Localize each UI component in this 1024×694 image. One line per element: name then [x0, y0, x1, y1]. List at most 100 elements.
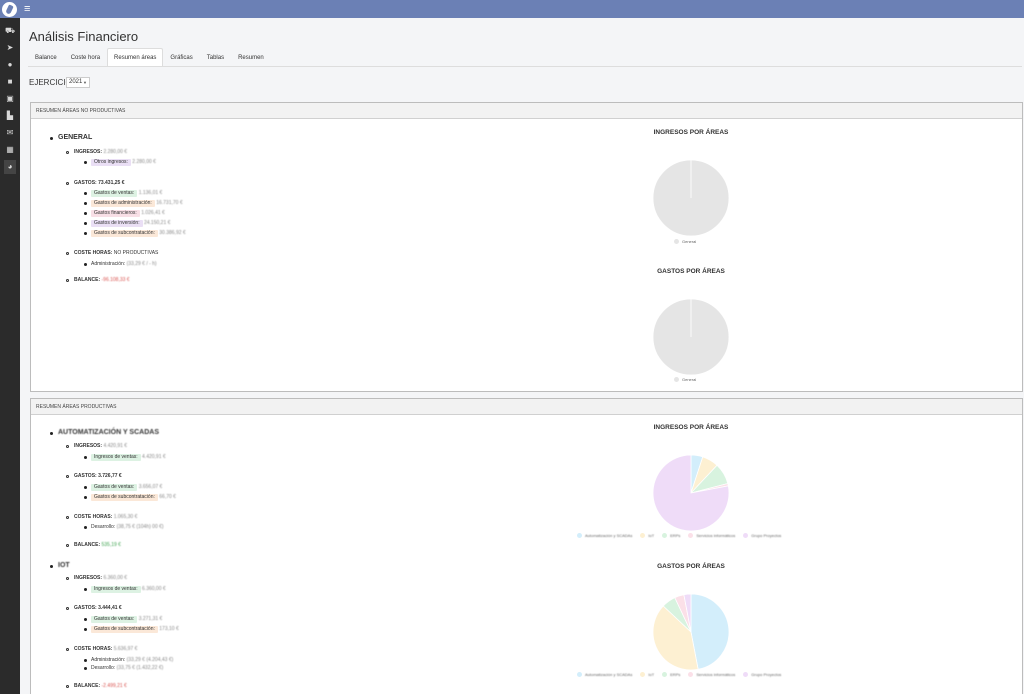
coste-value: 1.065,30 € — [113, 514, 138, 520]
coste-label: COSTE HORAS: — [74, 514, 113, 520]
legend-item[interactable]: General — [674, 239, 696, 244]
bullet — [50, 565, 53, 568]
legend-item[interactable]: ERPs — [662, 672, 680, 677]
bullet — [84, 192, 87, 195]
ingresos-label: INGRESOS: — [74, 443, 103, 449]
item-value: 16.731,70 € — [156, 200, 183, 206]
briefcase-icon[interactable]: ■ — [7, 77, 13, 86]
list-item: Gastos de ventas: 1.136,01 € — [91, 190, 162, 197]
list-item: Gastos de subcontratación: 66,70 € — [91, 494, 176, 501]
balance-value: -96.108,33 € — [101, 277, 130, 283]
item-name: Gastos financieros: — [91, 210, 140, 217]
list-item: Administración: (33,29 € / - h) — [91, 261, 157, 268]
item-value: 6.360,00 € — [142, 586, 166, 592]
legend-swatch — [577, 533, 582, 538]
balance-label: BALANCE: — [74, 277, 101, 283]
ingresos-label: INGRESOS: — [74, 575, 103, 581]
list-item: Gastos de subcontratación: 30.386,92 € — [91, 230, 186, 237]
item-name: Gastos de ventas: — [91, 484, 138, 491]
legend-swatch — [674, 239, 679, 244]
legend-item[interactable]: Automatización y SCADAs — [577, 672, 632, 677]
pie-slice-automatizaci-n-y-scadas[interactable] — [690, 593, 730, 670]
legend-swatch — [743, 672, 749, 677]
legend-label: ERPs — [670, 533, 681, 538]
sidebar: ⛟ ➤ ● ■ ▣ ▙ ✉ ▦ ◕ — [0, 18, 20, 694]
legend-item[interactable]: Servicios informáticos — [688, 672, 735, 677]
legend-item[interactable]: Grupo Proyectos — [743, 533, 781, 538]
item-value: (33,75 € (1.432,22 €) — [116, 665, 164, 671]
tab-bar: Balance Coste hora Resumen áreas Gráfica… — [28, 48, 271, 67]
legend-swatch — [688, 672, 694, 677]
app-logo[interactable] — [2, 2, 17, 17]
tab-balance[interactable]: Balance — [35, 55, 57, 61]
menu-toggle-icon[interactable]: ≡ — [24, 3, 31, 15]
tab-graficas[interactable]: Gráficas — [170, 55, 193, 61]
calculator-icon[interactable]: ▦ — [6, 145, 14, 154]
legend-label: ERPs — [670, 672, 681, 677]
pie-chart-ingresos-general — [652, 159, 730, 237]
balance-label: BALANCE: — [74, 542, 101, 548]
pie-slice-grupo-proyectos[interactable] — [652, 454, 730, 532]
bullet — [66, 475, 69, 478]
tab-coste-hora[interactable]: Coste hora — [70, 55, 101, 61]
chevron-down-icon: ▼ — [83, 80, 87, 85]
tab-resumen-areas[interactable]: Resumen áreas — [107, 48, 164, 67]
legend-label: Grupo Proyectos — [751, 533, 782, 538]
legend-label: IoT — [648, 533, 655, 538]
pie-chart-gastos-areas — [652, 593, 730, 671]
legend-item[interactable]: Servicios informáticos — [688, 533, 735, 538]
bullet — [84, 526, 87, 529]
tab-tablas[interactable]: Tablas — [206, 55, 225, 61]
bullet — [66, 252, 69, 255]
coste-row: COSTE HORAS: 5.636,97 € — [74, 646, 137, 653]
chart-title-ingresos: INGRESOS POR ÁREAS — [653, 424, 729, 431]
cart-icon[interactable]: ⛟ — [4, 26, 16, 35]
pie-slice-grupo-proyectos[interactable] — [683, 593, 692, 633]
bullet — [84, 212, 87, 215]
legend-item[interactable]: Grupo Proyectos — [743, 672, 781, 677]
bullet — [66, 151, 69, 154]
gastos-label: GASTOS: 3.444,41 € — [74, 605, 122, 611]
item-name: Ingresos de ventas: — [91, 454, 141, 461]
legend-label: Servicios informáticos — [696, 533, 736, 538]
legend-item[interactable]: IoT — [640, 533, 654, 538]
legend-item[interactable]: Automatización y SCADAs — [577, 533, 632, 538]
coste-label: COSTE HORAS: — [74, 250, 113, 256]
item-value: 2.280,00 € — [132, 159, 156, 165]
item-name: Administración: — [91, 657, 126, 663]
tab-resumen[interactable]: Resumen — [238, 55, 264, 61]
mail-icon[interactable]: ✉ — [6, 128, 14, 137]
coste-row: COSTE HORAS: NO PRODUCTIVAS — [74, 250, 158, 257]
coste-value: NO PRODUCTIVAS — [113, 250, 159, 256]
item-value: 173,10 € — [159, 626, 179, 632]
pie-slice-iot[interactable] — [652, 605, 699, 671]
coste-label: COSTE HORAS: — [74, 646, 113, 652]
factory-icon[interactable]: ▙ — [6, 111, 14, 120]
item-name: Otros ingresos: — [91, 159, 131, 166]
chart-title-ingresos: INGRESOS POR ÁREAS — [653, 129, 729, 136]
list-item: Gastos de administración: 16.731,70 € — [91, 200, 183, 207]
list-item: Gastos financieros: 1.026,41 € — [91, 210, 165, 217]
bullet — [66, 182, 69, 185]
panel-header: RESUMEN ÁREAS PRODUCTIVAS — [31, 399, 1022, 415]
legend-item[interactable]: ERPs — [662, 533, 680, 538]
list-item: Desarrollo: (38,75 € (104h) 00 €) — [91, 524, 164, 531]
bullet — [84, 659, 87, 662]
item-value: 24.150,21 € — [143, 220, 171, 226]
bullet — [84, 222, 87, 225]
top-bar: ≡ — [0, 0, 1024, 18]
bullet — [84, 667, 87, 670]
item-name: Desarrollo: — [91, 524, 116, 530]
ejercicio-select[interactable]: 2021 ▼ — [66, 77, 90, 88]
item-name: Gastos de subcontratación: — [91, 494, 158, 501]
send-icon[interactable]: ➤ — [6, 43, 14, 52]
chart-legend: General — [674, 239, 704, 244]
legend-item[interactable]: IoT — [640, 672, 654, 677]
pie-icon[interactable]: ◕ — [4, 160, 16, 174]
box-icon[interactable]: ▣ — [6, 94, 14, 103]
legend-label: General — [682, 239, 697, 244]
legend-item[interactable]: General — [674, 377, 696, 382]
balance-label: BALANCE: — [74, 683, 101, 689]
page-title: Análisis Financiero — [29, 29, 139, 44]
user-icon[interactable]: ● — [7, 60, 13, 69]
